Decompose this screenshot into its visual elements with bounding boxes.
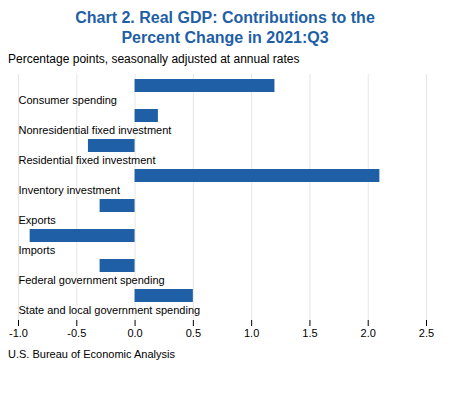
svg-text:0.5: 0.5 bbox=[186, 327, 201, 339]
svg-text:1.5: 1.5 bbox=[302, 327, 317, 339]
html-text:Chart 2. Real GDP: Contributio: Chart 2. Real GDP: Contributions to the … bbox=[75, 9, 375, 46]
html-text:Percentage points, seasonally: Percentage points, seasonally adjusted a… bbox=[8, 52, 300, 66]
svg-text:Exports: Exports bbox=[19, 214, 57, 226]
svg-text:2.0: 2.0 bbox=[361, 327, 376, 339]
svg-text:-1.0: -1.0 bbox=[9, 327, 28, 339]
svg-text:2.5: 2.5 bbox=[419, 327, 434, 339]
html-text:U.S. Bureau of Economic Analys: U.S. Bureau of Economic Analysis bbox=[8, 348, 175, 360]
svg-text:1.0: 1.0 bbox=[244, 327, 259, 339]
svg-text:Residential fixed investment: Residential fixed investment bbox=[19, 154, 156, 166]
svg-text:Consumer spending: Consumer spending bbox=[19, 94, 117, 106]
svg-text:Nonresidential fixed investmen: Nonresidential fixed investment bbox=[19, 124, 172, 136]
svg-text:Imports: Imports bbox=[19, 244, 56, 256]
svg-text:Federal government spending: Federal government spending bbox=[19, 274, 165, 286]
svg-text:-0.5: -0.5 bbox=[67, 327, 86, 339]
svg-text:Inventory investment: Inventory investment bbox=[19, 184, 121, 196]
svg-text:0.0: 0.0 bbox=[127, 327, 142, 339]
svg-text:State and local government spe: State and local government spending bbox=[19, 304, 201, 316]
